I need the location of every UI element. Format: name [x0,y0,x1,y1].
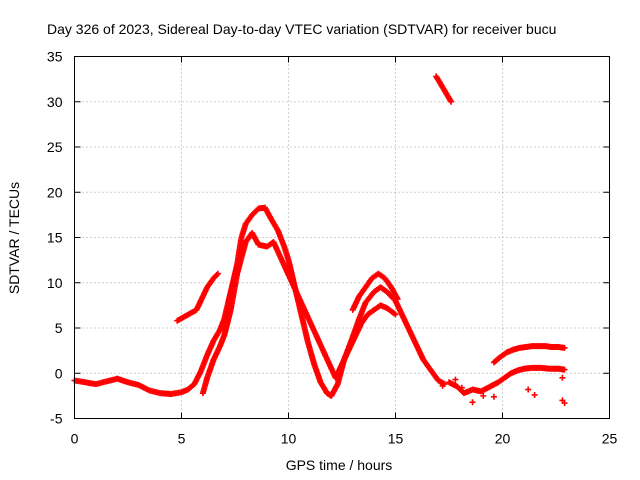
x-tick-label: 25 [602,431,618,447]
y-axis-ticks: -5 0 5 10 15 20 25 30 35 [47,49,610,427]
y-tick-label: -5 [50,411,63,427]
y-tick-label: 15 [47,230,63,246]
data-point [559,374,566,381]
data-point [525,386,532,393]
x-tick-label: 0 [71,431,79,447]
data-point [439,382,446,389]
x-tick-label: 20 [495,431,511,447]
y-tick-label: 20 [47,184,63,200]
grid-lines [74,56,610,419]
x-tick-label: 5 [178,431,186,447]
data-point [561,366,568,373]
chart-title: Day 326 of 2023, Sidereal Day-to-day VTE… [47,21,556,37]
data-point [561,400,568,407]
data-point [394,296,401,303]
data-point [490,393,497,400]
y-tick-label: 35 [47,49,63,65]
y-tick-label: 10 [47,275,63,291]
data-point [458,384,465,391]
x-tick-label: 10 [281,431,297,447]
data-point [561,344,568,351]
y-tick-label: 0 [55,365,63,381]
y-tick-label: 30 [47,94,63,110]
x-tick-label: 15 [388,431,404,447]
data-point [448,98,455,105]
data-point [480,392,487,399]
data-point [213,271,220,278]
y-axis-label: SDTVAR / TECUs [6,182,22,294]
data-point [469,399,476,406]
x-axis-ticks: 0 5 10 15 20 25 [71,56,618,447]
y-tick-label: 25 [47,139,63,155]
data-point [392,311,399,318]
y-tick-label: 5 [55,320,63,336]
data-point [214,270,221,277]
data-point [452,376,459,383]
data-points [71,73,568,407]
data-point [531,391,538,398]
x-axis-label: GPS time / hours [286,457,393,473]
